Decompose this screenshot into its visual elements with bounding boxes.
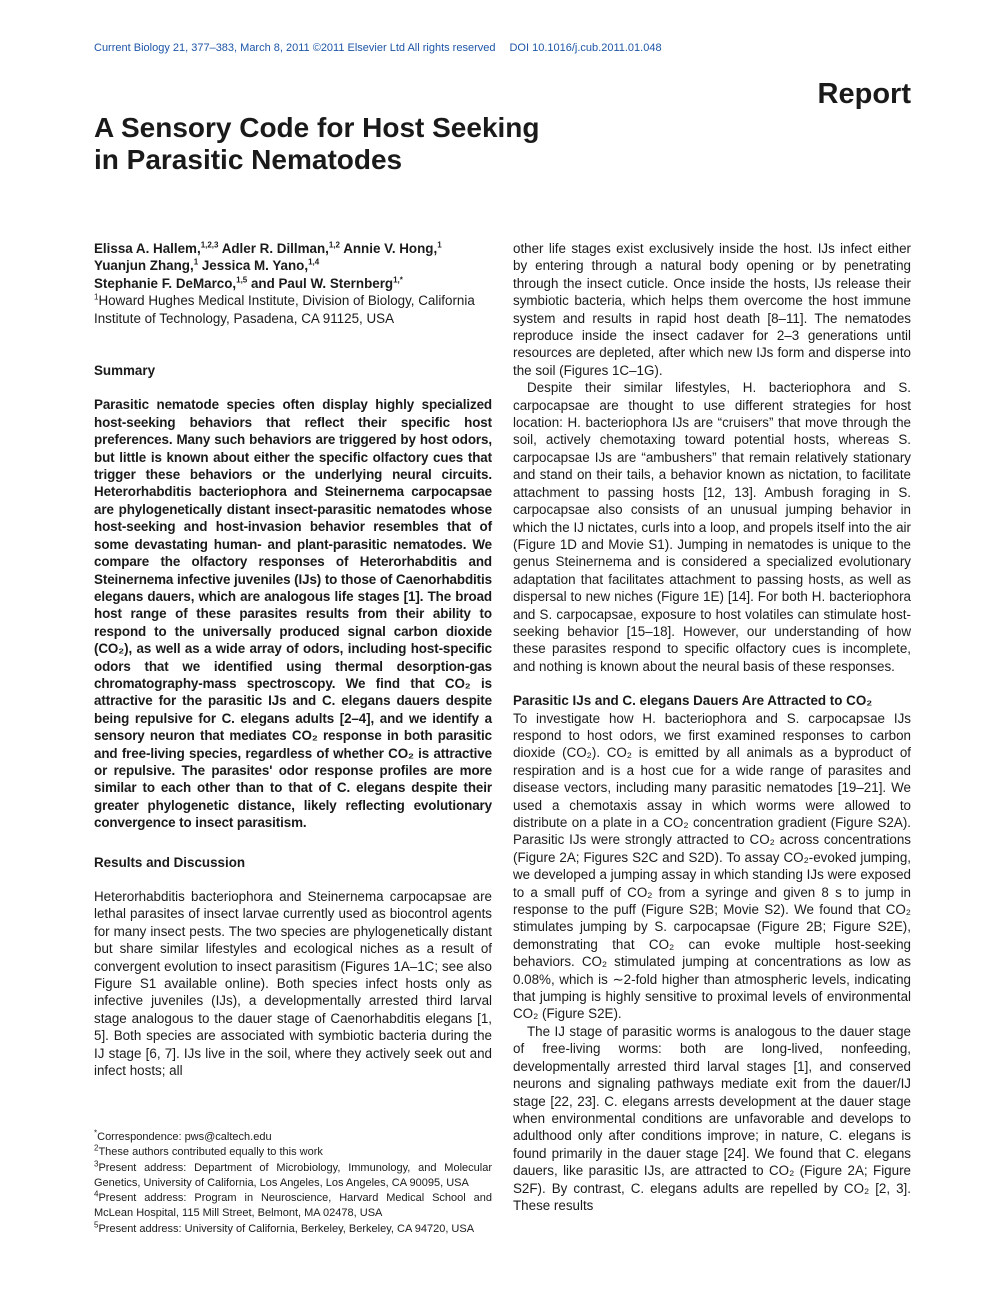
- footnote: *Correspondence: pws@caltech.edu: [94, 1128, 492, 1145]
- paragraph: To investigate how H. bacteriophora and …: [513, 710, 911, 1022]
- left-column: Elissa A. Hallem,1,2,3 Adler R. Dillman,…: [94, 240, 492, 1079]
- affiliation-mark: 1: [94, 292, 99, 302]
- paragraph: other life stages exist exclusively insi…: [513, 241, 911, 378]
- author-affiliation: 1: [193, 257, 199, 267]
- right-column: other life stages exist exclusively insi…: [513, 240, 911, 1214]
- title-line: in Parasitic Nematodes: [94, 144, 403, 175]
- author-line: Elissa A. Hallem,1,2,3 Adler R. Dillman,…: [94, 240, 492, 257]
- author-name: Elissa A. Hallem,: [94, 241, 201, 256]
- author-affiliation: 1,2: [328, 240, 340, 250]
- footnote-mark: 3: [94, 1158, 99, 1168]
- footnote-mark: 2: [94, 1143, 99, 1153]
- author-name: Adler R. Dillman,: [218, 241, 329, 256]
- author-name: and Paul W. Sternberg: [247, 275, 394, 291]
- title: A Sensory Code for Host Seeking in Paras…: [94, 112, 540, 176]
- footnote-mark: *: [94, 1128, 98, 1138]
- footnote-mark: 5: [94, 1220, 99, 1230]
- results-heading: Results and Discussion: [94, 854, 246, 870]
- author-line: Stephanie F. DeMarco,1,5 and Paul W. Ste…: [94, 275, 492, 292]
- author-name: Jessica M. Yano,: [198, 258, 309, 274]
- footnote: 3Present address: Department of Microbio…: [94, 1158, 492, 1192]
- author-affiliation: 1,4: [308, 257, 320, 267]
- author-affiliation: 1: [437, 240, 442, 250]
- footnote-mark: 4: [94, 1189, 99, 1199]
- author-affiliation: 1,5: [236, 275, 248, 285]
- title-line: A Sensory Code for Host Seeking: [94, 112, 540, 143]
- paragraph: Despite their similar lifestyles, H. bac…: [513, 380, 911, 674]
- author-affiliation: 1,2,3: [200, 240, 219, 250]
- paragraph: Heterorhabditis bacteriophora and Steine…: [94, 889, 492, 1079]
- author-line: Yuanjun Zhang,1 Jessica M. Yano,1,4: [94, 257, 492, 274]
- footnote: 2These authors contributed equally to th…: [94, 1143, 492, 1160]
- footnote: 4Present address: Program in Neuroscienc…: [94, 1189, 492, 1222]
- paragraph: The IJ stage of parasitic worms is analo…: [513, 1023, 911, 1213]
- subsection-heading: Parasitic IJs and C. elegans Dauers Are …: [513, 693, 873, 709]
- affiliation: 1Howard Hughes Medical Institute, Divisi…: [94, 292, 492, 327]
- footnote-text: These authors contributed equally to thi…: [98, 1146, 323, 1159]
- author-name: Annie V. Hong,: [339, 241, 438, 256]
- footnote-text: Present address: Program in Neuroscience…: [94, 1192, 492, 1220]
- citation: Current Biology 21, 377–383, March 8, 20…: [94, 42, 496, 54]
- author-name: Stephanie F. DeMarco,: [94, 275, 237, 291]
- doi[interactable]: DOI 10.1016/j.cub.2011.01.048: [509, 42, 662, 54]
- footnotes: *Correspondence: pws@caltech.edu 2These a…: [94, 1128, 492, 1237]
- footnote-text: Present address: Department of Microbiol…: [94, 1161, 492, 1189]
- summary-heading: Summary: [94, 363, 156, 379]
- footnote-text: Correspondence: pws@caltech.edu: [97, 1131, 272, 1143]
- header: Current Biology 21, 377–383, March 8, 20…: [94, 42, 662, 54]
- affiliation-text: Howard Hughes Medical Institute, Divisio…: [94, 293, 475, 326]
- summary-text: Parasitic nematode species often display…: [94, 397, 492, 831]
- footnote: 5Present address: University of Californ…: [94, 1220, 492, 1237]
- author-name: Yuanjun Zhang,: [94, 258, 194, 274]
- footnote-text: Present address: University of Californi…: [98, 1222, 475, 1235]
- section-label: Report: [817, 78, 911, 110]
- authors: Elissa A. Hallem,1,2,3 Adler R. Dillman,…: [94, 240, 492, 292]
- author-affiliation: 1,*: [393, 275, 403, 285]
